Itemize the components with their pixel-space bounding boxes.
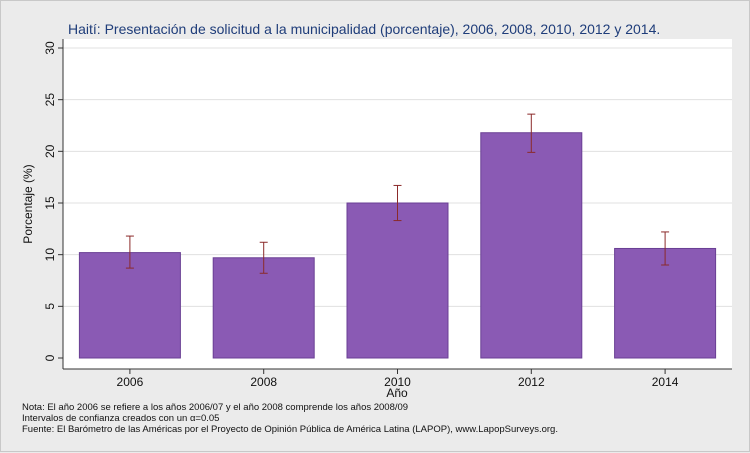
y-tick-label-10: 10	[43, 248, 57, 262]
error-bar-2008	[259, 241, 268, 274]
y-axis-label: Porcentaje (%)	[21, 164, 35, 243]
y-tick-label-0: 0	[43, 354, 57, 361]
note-confidence: Intervalos de confianza creados con un α…	[22, 413, 220, 424]
error-bar-2006	[125, 235, 134, 269]
x-tick-labels: 2006 2008 2010 2012 2014	[117, 375, 679, 389]
y-tick-label-25: 25	[43, 93, 57, 107]
error-bars	[125, 113, 670, 274]
x-tick-label-2014: 2014	[652, 375, 679, 389]
y-tick-label-30: 30	[43, 41, 57, 55]
bar-2010	[346, 202, 449, 359]
error-bar-2014	[661, 231, 670, 266]
error-bar-2012	[527, 113, 536, 153]
bar-2006	[78, 252, 181, 359]
x-tick-label-2012: 2012	[518, 375, 545, 389]
bar-2014	[614, 247, 717, 359]
y-tick-label-20: 20	[43, 144, 57, 158]
x-tick-label-2010: 2010	[384, 375, 411, 389]
y-tick-labels: 0 5 10 15 20 25 30	[43, 41, 57, 361]
axes	[58, 39, 732, 374]
error-bar-2010	[393, 184, 402, 222]
x-axis-label: Año	[386, 386, 408, 400]
y-tick-label-5: 5	[43, 303, 57, 310]
chart-title: Haití: Presentación de solicitud a la mu…	[68, 21, 660, 37]
x-tick-label-2008: 2008	[250, 375, 277, 389]
bars	[78, 132, 717, 359]
x-tick-label-2006: 2006	[117, 375, 144, 389]
bar-2008	[212, 257, 315, 359]
y-tick-label-15: 15	[43, 196, 57, 210]
note-source: Fuente: El Barómetro de las Américas por…	[22, 424, 558, 435]
note-years: Nota: El año 2006 se refiere a los años …	[22, 402, 409, 413]
bar-2012	[480, 132, 583, 359]
